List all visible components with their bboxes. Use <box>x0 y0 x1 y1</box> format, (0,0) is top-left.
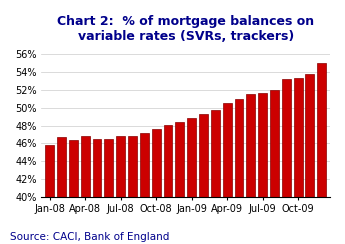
Bar <box>211 110 220 244</box>
Bar <box>270 90 279 244</box>
Bar <box>175 122 184 244</box>
Bar <box>223 103 231 244</box>
Bar <box>258 93 267 244</box>
Bar <box>187 119 196 244</box>
Bar <box>199 114 208 244</box>
Bar <box>57 137 66 244</box>
Bar <box>116 136 125 244</box>
Bar <box>164 125 172 244</box>
Text: Source: CACI, Bank of England: Source: CACI, Bank of England <box>10 232 170 242</box>
Bar <box>81 136 90 244</box>
Bar <box>152 129 161 244</box>
Bar <box>140 133 149 244</box>
Bar <box>128 136 137 244</box>
Bar <box>69 140 78 244</box>
Bar <box>294 79 303 244</box>
Bar <box>105 139 113 244</box>
Bar <box>305 74 314 244</box>
Bar <box>317 63 326 244</box>
Bar <box>92 139 101 244</box>
Bar <box>235 99 243 244</box>
Bar <box>246 94 255 244</box>
Title: Chart 2:  % of mortgage balances on
variable rates (SVRs, trackers): Chart 2: % of mortgage balances on varia… <box>57 15 314 43</box>
Bar <box>45 145 54 244</box>
Bar <box>282 79 291 244</box>
